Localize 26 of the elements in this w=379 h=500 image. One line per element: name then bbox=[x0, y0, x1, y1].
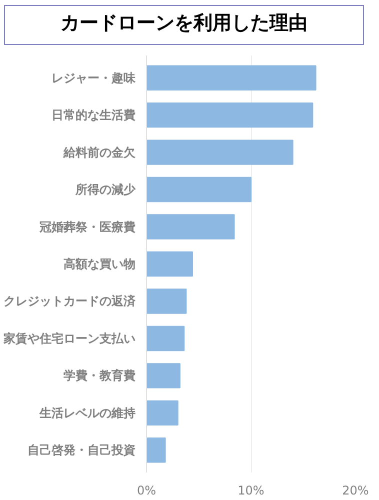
y-tick-label: 日常的な生活費 bbox=[52, 108, 136, 122]
bar bbox=[146, 400, 178, 426]
y-tick-label: 自己啓発・自己投資 bbox=[28, 443, 136, 458]
x-tick-label: 0% bbox=[136, 484, 156, 498]
y-tick-label: レジャー・趣味 bbox=[52, 70, 136, 85]
bar bbox=[146, 363, 180, 388]
x-tick-label: 20% bbox=[342, 484, 369, 498]
y-tick-label: 冠婚葬祭・医療費 bbox=[38, 220, 136, 234]
y-tick-label: 生活レベルの維持 bbox=[38, 406, 136, 420]
y-tick-label: 高額な買い物 bbox=[64, 257, 136, 271]
y-tick-label: 所得の減少 bbox=[74, 182, 136, 197]
bar bbox=[146, 102, 314, 128]
x-tick-label: 10% bbox=[238, 484, 264, 498]
y-tick-label: 給料前の金欠 bbox=[62, 145, 136, 160]
chart-title: カードローンを利用した理由 bbox=[60, 11, 308, 36]
bar bbox=[146, 140, 294, 165]
bar bbox=[146, 326, 185, 352]
bar bbox=[146, 288, 187, 314]
bar bbox=[146, 214, 235, 240]
bar bbox=[146, 438, 166, 463]
bar bbox=[146, 65, 316, 90]
y-tick-label: クレジットカードの返済 bbox=[4, 294, 136, 308]
y-tick-label: 学費・教育費 bbox=[64, 368, 136, 383]
bar bbox=[146, 251, 193, 277]
bar bbox=[146, 176, 252, 202]
y-tick-label: 家賃や住宅ローン支払い bbox=[2, 331, 136, 346]
